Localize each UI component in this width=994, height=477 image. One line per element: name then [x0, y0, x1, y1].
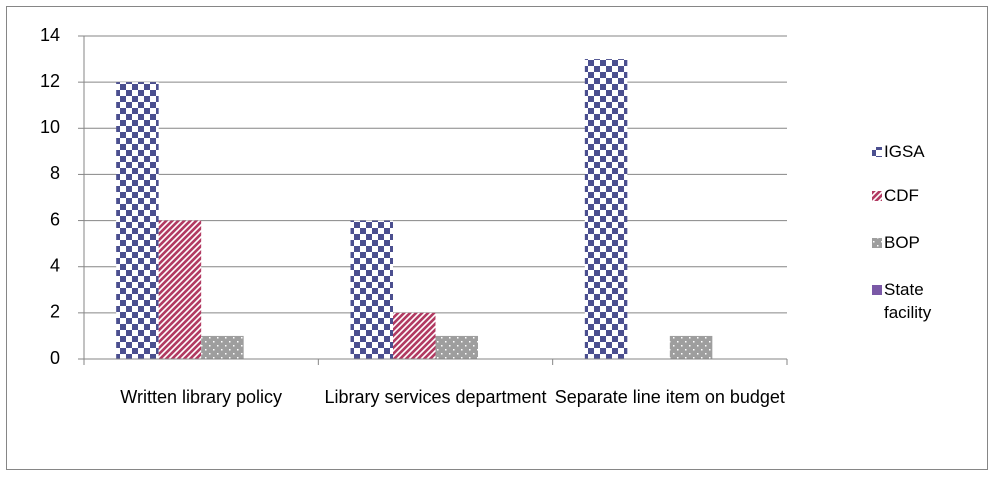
y-tick-label: 12	[40, 71, 60, 91]
legend-swatch	[872, 147, 882, 157]
legend-label: CDF	[884, 186, 919, 205]
y-tick-label: 6	[50, 209, 60, 229]
x-tick-label-box: Separate line item on budget	[554, 387, 785, 407]
y-tick-label: 2	[50, 302, 60, 322]
legend-label: IGSA	[884, 142, 925, 161]
legend-label-box: BOP	[884, 233, 920, 252]
y-tick-label: 0	[50, 348, 60, 368]
bar	[116, 82, 159, 360]
x-tick-label: Library services department	[324, 387, 547, 407]
legend-label-box: State facility	[884, 280, 932, 322]
legend-swatch	[872, 238, 882, 248]
y-tick-label: 10	[40, 117, 60, 137]
bar	[393, 312, 436, 359]
bar	[350, 220, 393, 359]
legend-label-box: IGSA	[884, 142, 925, 161]
x-tick-label-box: Written library policy	[120, 387, 283, 407]
legend-label: State facility	[884, 280, 932, 322]
x-tick-label-box: Library services department	[324, 387, 547, 407]
bar	[669, 335, 713, 359]
bar	[435, 335, 478, 359]
x-tick-label: Written library policy	[120, 387, 283, 407]
y-tick-label: 8	[50, 163, 60, 183]
bar	[584, 59, 628, 359]
legend-swatch	[872, 285, 882, 295]
y-tick-label: 14	[40, 25, 60, 45]
bar	[201, 335, 244, 359]
legend-swatch	[872, 191, 882, 201]
bar	[158, 220, 202, 359]
x-tick-label: Separate line item on budget	[554, 387, 785, 407]
legend-label-box: CDF	[884, 186, 919, 205]
legend-label: BOP	[884, 233, 920, 252]
y-tick-label: 4	[50, 255, 60, 275]
